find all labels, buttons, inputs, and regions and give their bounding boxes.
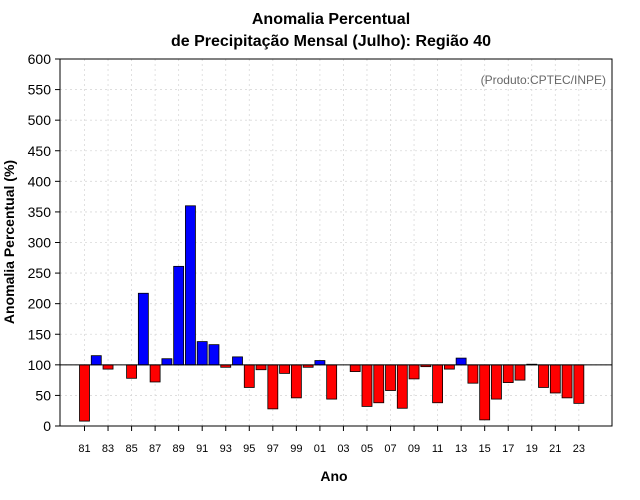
bar-05 [361, 364, 373, 407]
bar-97 [267, 364, 279, 410]
bar-83 [102, 364, 114, 370]
x-tick-label: 13 [455, 443, 467, 455]
x-tick-label: 87 [149, 443, 161, 455]
bar-90 [185, 205, 196, 366]
bar-98 [279, 364, 290, 374]
bar-17 [502, 364, 514, 383]
bar-01 [314, 360, 326, 366]
x-tick-label: 17 [502, 443, 514, 455]
bar-94 [232, 356, 243, 366]
bars [79, 205, 585, 422]
bar-14 [467, 364, 479, 384]
bar-16 [491, 364, 502, 400]
bar-88 [161, 358, 173, 366]
x-tick-label: 09 [408, 443, 420, 455]
bar-18 [514, 364, 526, 381]
x-tick-label: 99 [290, 443, 302, 455]
x-tick-label: 81 [78, 443, 90, 455]
x-tick-label: 93 [220, 443, 232, 455]
bar-06 [373, 364, 385, 404]
x-tick-label: 07 [384, 443, 396, 455]
y-axis-label: Anomalia Percentual (%) [1, 160, 17, 324]
bar-85 [126, 364, 137, 379]
bar-22 [561, 364, 573, 399]
bar-86 [137, 292, 149, 366]
bar-21 [549, 364, 561, 394]
bar-13 [455, 357, 467, 366]
bar-07 [385, 364, 396, 391]
credit-annotation: (Produto:CPTEC/INPE) [481, 73, 606, 87]
bar-91 [196, 341, 208, 366]
y-tick-label: 200 [28, 296, 52, 312]
y-tick-label: 50 [35, 387, 51, 403]
bar-12 [443, 364, 455, 370]
x-tick-label: 89 [173, 443, 185, 455]
bar-11 [432, 364, 444, 404]
bar-08 [396, 364, 408, 409]
chart-title: Anomalia Percentual [252, 11, 410, 28]
x-tick-label: 05 [361, 443, 373, 455]
bar-92 [208, 344, 220, 366]
y-tick-label: 100 [28, 357, 52, 373]
x-tick-label: 11 [432, 443, 443, 455]
chart-subtitle: de Precipitação Mensal (Julho): Região 4… [171, 33, 491, 50]
bar-15 [479, 364, 491, 421]
x-tick-label: 23 [573, 443, 585, 455]
bar-96 [255, 364, 267, 371]
bar-99 [290, 364, 302, 399]
bar-02 [326, 364, 338, 400]
y-tick-label: 550 [28, 82, 52, 98]
y-tick-label: 350 [28, 204, 52, 220]
x-tick-label: 15 [479, 443, 491, 455]
bar-95 [243, 364, 255, 388]
x-tick-label: 21 [549, 443, 561, 455]
bar-04 [349, 364, 361, 372]
bar-23 [573, 364, 585, 404]
y-tick-label: 400 [28, 173, 52, 189]
x-tick-label: 95 [243, 443, 255, 455]
x-tick-label: 85 [125, 443, 137, 455]
x-axis-label: Ano [320, 468, 347, 484]
y-tick-label: 600 [28, 51, 52, 67]
y-tick-label: 0 [43, 418, 51, 434]
bar-20 [538, 364, 549, 388]
y-tick-label: 300 [28, 235, 52, 251]
y-tick-label: 150 [28, 326, 52, 342]
x-tick-label: 97 [267, 443, 279, 455]
x-axis: 81 83 85 87 89 91 93 95 97 99 01 03 05 07 09 11 13 15 17 19… [78, 426, 585, 455]
bar-09 [408, 364, 420, 380]
x-tick-label: 19 [526, 443, 538, 455]
x-tick-label: 91 [196, 443, 208, 455]
x-tick-label: 83 [102, 443, 114, 455]
y-tick-label: 250 [28, 265, 52, 281]
y-tick-label: 500 [28, 112, 52, 128]
bar-81 [79, 364, 90, 422]
bar-82 [90, 355, 102, 366]
x-tick-label: 01 [314, 443, 326, 455]
bar-89 [173, 265, 185, 366]
x-tick-label: 03 [337, 443, 349, 455]
y-tick-label: 450 [28, 143, 52, 159]
bar-87 [149, 364, 161, 383]
y-axis: 0 50 100 150 200 250 300 350 400 450 500 550 600 [28, 51, 60, 434]
